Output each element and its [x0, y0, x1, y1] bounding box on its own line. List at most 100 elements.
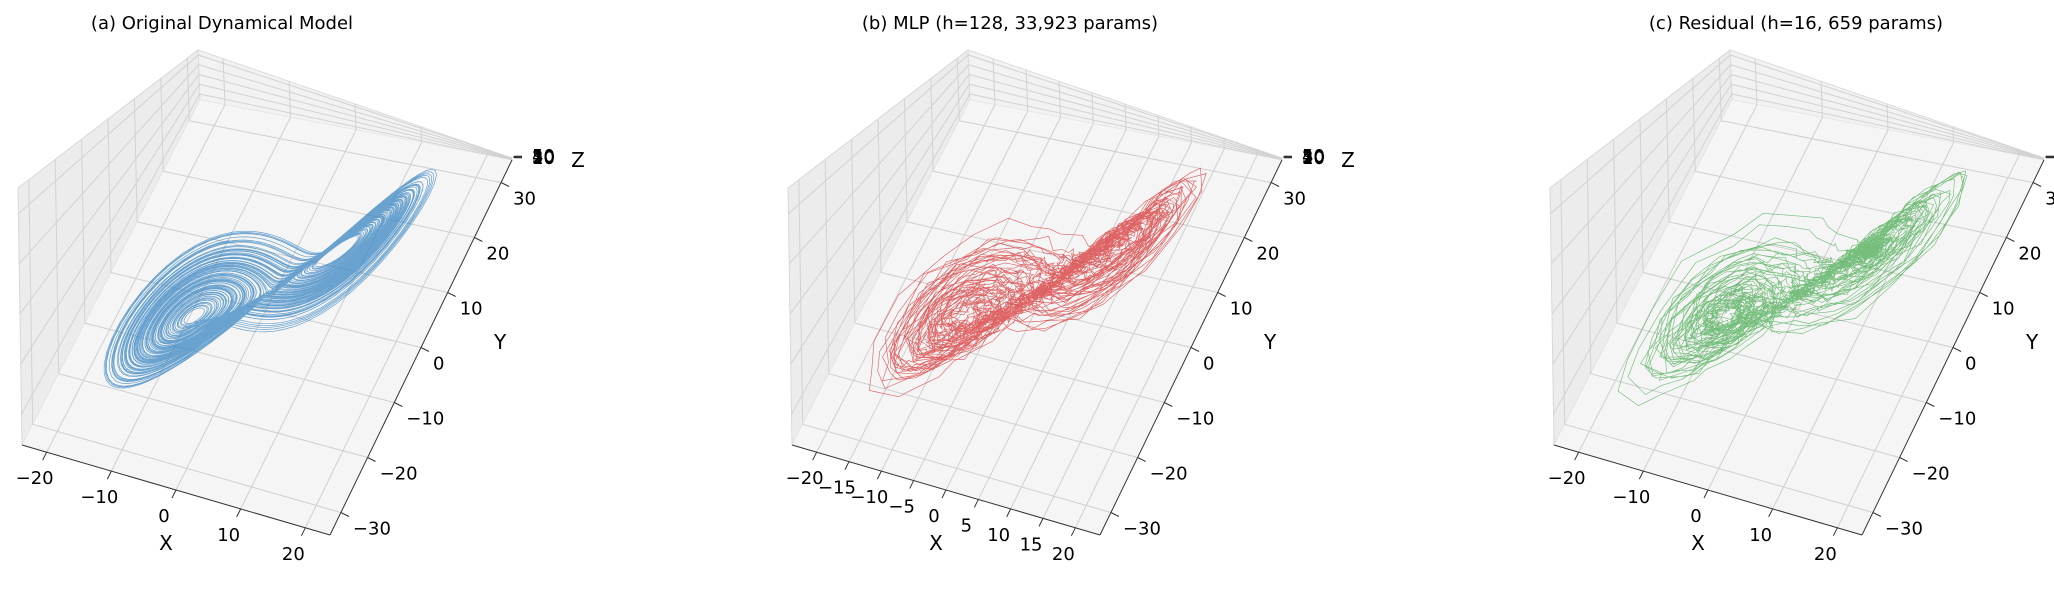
x-tick-mark — [909, 480, 915, 489]
x-tick-label: 20 — [1814, 544, 1837, 565]
floor-gridline-y — [802, 423, 1112, 513]
x-tick-label: −20 — [1548, 468, 1586, 489]
y-tick-label: 20 — [2018, 244, 2041, 265]
left-gridline — [1586, 159, 1592, 374]
z-gridline — [788, 64, 1283, 265]
y-tick-mark — [447, 292, 456, 297]
left-gridline — [930, 78, 934, 172]
trajectory-line — [103, 168, 437, 389]
left-gridline — [1665, 98, 1670, 222]
y-tick-label: 30 — [2045, 189, 2054, 210]
y-tick-mark — [1190, 347, 1200, 352]
pane-floor — [1554, 100, 2044, 535]
x-tick-label: −5 — [888, 497, 915, 518]
z-tick-label: 50 — [1302, 146, 1325, 167]
z-gridline — [788, 54, 1283, 215]
x-tick-mark — [1703, 489, 1709, 499]
floor-gridline-y — [933, 170, 1245, 238]
floor-gridline-y — [1590, 373, 1900, 458]
y-tick-label: 10 — [1230, 299, 1253, 320]
x-tick-mark — [300, 527, 306, 537]
z-gridline — [789, 73, 1283, 315]
y-tick-label: 30 — [513, 189, 536, 210]
left-gridline — [1692, 78, 1696, 172]
y-axis-label: Y — [1263, 330, 1277, 354]
left-gridline — [851, 139, 856, 324]
y-tick-label: −20 — [380, 464, 418, 485]
z-tick-label: 20 — [1302, 147, 1325, 168]
panel-residual-model: (c) Residual (h=16, 659 params) −20 −10 0 1… — [1548, 13, 2054, 565]
y-tick-label: −30 — [353, 519, 391, 540]
y-tick-mark — [2006, 237, 2015, 242]
y-tick-label: 10 — [1992, 299, 2015, 320]
left-gridline — [1639, 118, 1644, 273]
panel-title: (c) Residual (h=16, 659 params) — [1649, 13, 1943, 34]
floor-gridline-y — [828, 373, 1138, 458]
floor-gridline-y — [1564, 423, 1874, 513]
y-tick-mark — [367, 457, 376, 462]
y-tick-mark — [1110, 512, 1120, 517]
x-axis-label: X — [159, 531, 173, 555]
x-tick-label: −20 — [16, 468, 54, 489]
left-gridline — [1613, 139, 1618, 324]
y-tick-label: 0 — [1203, 354, 1214, 375]
x-tick-mark — [1832, 527, 1838, 537]
y-tick-mark — [420, 347, 430, 352]
x-tick-label: −10 — [80, 487, 118, 508]
y-tick-label: −30 — [1885, 519, 1923, 540]
z-tick-label: 30 — [1302, 147, 1325, 168]
floor-gridline-y — [163, 170, 475, 238]
x-tick-mark — [941, 489, 947, 499]
floor-gridline-y — [959, 120, 1272, 183]
z-gridline — [790, 83, 1283, 365]
z-axis-label: Z — [571, 148, 585, 172]
floor-gridline-y — [189, 120, 502, 183]
left-gridline — [133, 98, 138, 222]
z-tick-label: 10 — [532, 148, 555, 169]
x-tick-label: 10 — [217, 525, 240, 546]
y-tick-label: −10 — [1176, 409, 1214, 430]
y-tick-mark — [1926, 402, 1935, 407]
z-gridline — [21, 93, 513, 415]
z-gridline — [19, 73, 513, 315]
x-tick-mark — [171, 489, 177, 499]
y-tick-label: −20 — [1912, 464, 1950, 485]
x-tick-mark — [236, 508, 242, 518]
x-tick-mark — [973, 499, 979, 508]
x-tick-mark — [1574, 451, 1580, 461]
y-tick-mark — [1244, 237, 1253, 242]
panel-original-model: (a) Original Dynamical Model −20−1001020… — [16, 13, 585, 565]
floor-gridline-y — [32, 423, 342, 513]
y-tick-mark — [1979, 292, 1988, 297]
y-tick-mark — [1952, 347, 1962, 352]
x-tick-label: 10 — [1749, 525, 1772, 546]
left-gridline — [798, 179, 804, 425]
x-tick-mark — [1070, 527, 1076, 537]
left-gridline — [54, 159, 60, 374]
left-gridline — [28, 179, 34, 425]
left-gridline — [877, 118, 882, 273]
trajectory-line — [868, 167, 1207, 398]
y-tick-mark — [2032, 182, 2042, 187]
floor-gridline-y — [1721, 120, 2034, 183]
z-gridline — [1550, 54, 2045, 215]
y-tick-mark — [474, 237, 483, 242]
x-tick-label: 0 — [158, 506, 169, 527]
x-axis-label: X — [929, 531, 943, 555]
y-tick-mark — [1164, 402, 1173, 407]
floor-gridline-y — [1695, 170, 2007, 238]
y-tick-mark — [1899, 457, 1908, 462]
y-tick-label: 30 — [1283, 189, 1306, 210]
y-axis-label: Y — [2025, 330, 2039, 354]
x-tick-mark — [1768, 508, 1774, 518]
y-tick-label: 20 — [1256, 244, 1279, 265]
x-axis-label: X — [1691, 531, 1705, 555]
y-tick-mark — [1217, 292, 1226, 297]
x-tick-label: 0 — [1690, 506, 1701, 527]
y-tick-label: −20 — [1150, 464, 1188, 485]
z-tick-label: 20 — [532, 147, 555, 168]
left-gridline — [81, 139, 86, 324]
panel-title: (b) MLP (h=128, 33,923 params) — [862, 13, 1158, 34]
y-tick-mark — [500, 182, 510, 187]
